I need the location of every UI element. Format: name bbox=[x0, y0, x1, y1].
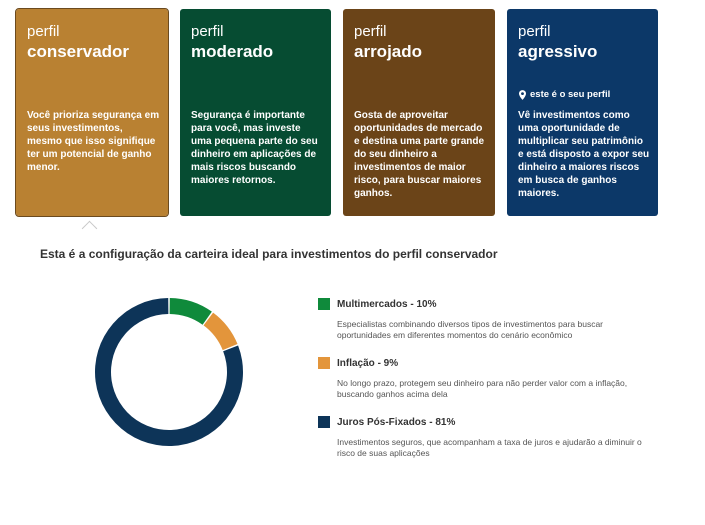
card-kicker: perfil bbox=[518, 23, 551, 40]
card-description: Gosta de aproveitar oportunidades de mer… bbox=[354, 110, 485, 199]
profile-card-arrojado[interactable]: perfil arrojado Gosta de aproveitar opor… bbox=[343, 9, 495, 216]
card-name: arrojado bbox=[354, 42, 423, 61]
legend-description: No longo prazo, protegem seu dinheiro pa… bbox=[337, 378, 628, 399]
profile-card-moderado[interactable]: perfil moderado Segurança é importante p… bbox=[180, 9, 331, 216]
legend-label: Juros Pós-Fixados - 81% bbox=[337, 416, 456, 428]
card-kicker: perfil bbox=[354, 23, 387, 40]
legend-description: Especialistas combinando diversos tipos … bbox=[337, 319, 603, 340]
card-name: agressivo bbox=[518, 42, 598, 61]
card-kicker: perfil bbox=[27, 23, 60, 40]
legend-swatch bbox=[318, 298, 330, 310]
profile-card-conservador[interactable]: perfil conservador Você prioriza seguran… bbox=[15, 8, 169, 217]
card-kicker: perfil bbox=[191, 23, 224, 40]
profile-card-agressivo[interactable]: perfil agressivo este é o seu perfil Vê … bbox=[507, 9, 658, 216]
legend-label: Multimercados - 10% bbox=[337, 298, 437, 310]
allocation-donut-chart bbox=[95, 298, 244, 446]
legend-item-juros-pos-fixados: Juros Pós-Fixados - 81% Investimentos se… bbox=[318, 416, 658, 459]
legend-item-inflacao: Inflação - 9% No longo prazo, protegem s… bbox=[318, 357, 658, 400]
donut-slice-0 bbox=[169, 298, 212, 325]
card-description: Segurança é importante para você, mas in… bbox=[191, 110, 318, 186]
your-profile-label: este é o seu perfil bbox=[530, 89, 611, 100]
legend-label: Inflação - 9% bbox=[337, 357, 399, 369]
legend-item-multimercados: Multimercados - 10% Especialistas combin… bbox=[318, 298, 658, 341]
selected-profile-pointer bbox=[81, 220, 98, 237]
donut-slice-1 bbox=[203, 312, 238, 351]
card-name: conservador bbox=[27, 42, 130, 61]
location-pin-icon bbox=[519, 89, 526, 100]
card-description: Você prioriza segurança em seus investim… bbox=[27, 110, 160, 173]
section-title: Esta é a configuração da carteira ideal … bbox=[40, 247, 498, 261]
legend-swatch bbox=[318, 416, 330, 428]
card-description: Vê investimentos como uma oportunidade d… bbox=[518, 110, 650, 199]
your-profile-marker: este é o seu perfil bbox=[519, 89, 610, 100]
legend-description: Investimentos seguros, que acompanham a … bbox=[337, 437, 642, 458]
legend-swatch bbox=[318, 357, 330, 369]
card-name: moderado bbox=[191, 42, 274, 61]
